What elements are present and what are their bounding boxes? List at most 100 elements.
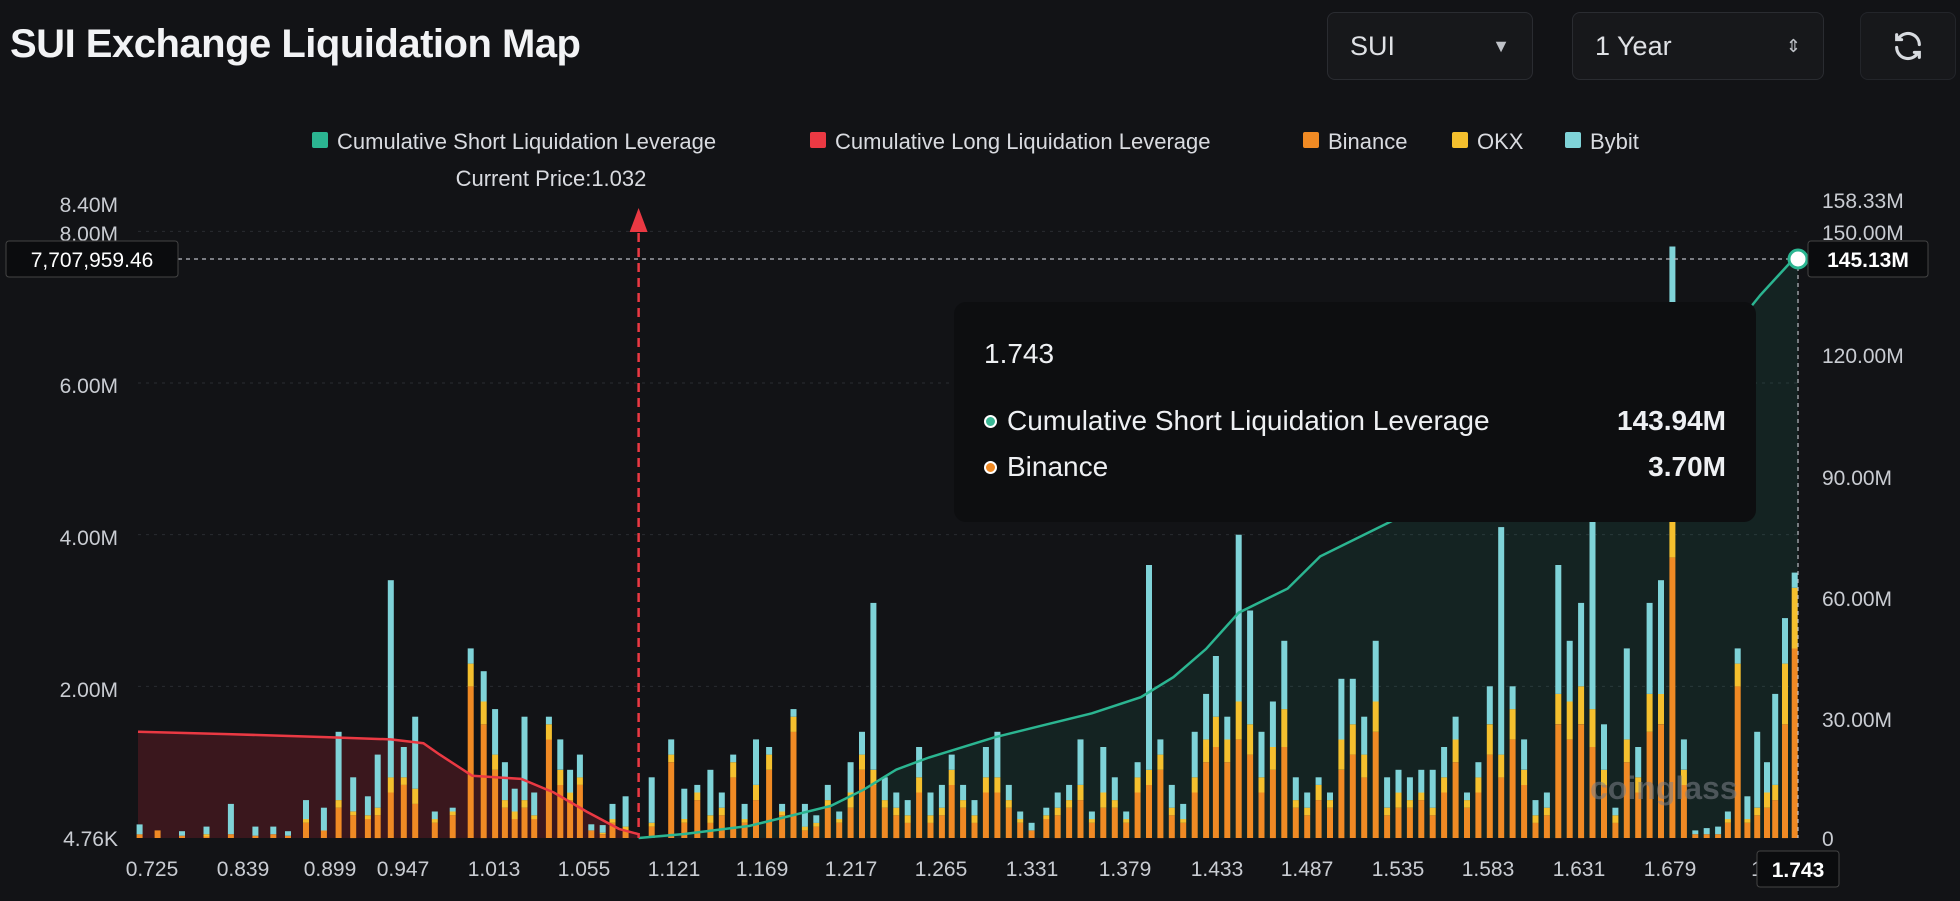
bar-binance: [1111, 807, 1118, 838]
bar-binance: [859, 769, 865, 839]
bar-bybit: [350, 777, 357, 812]
bar-bybit: [1304, 792, 1311, 808]
bar-binance: [790, 731, 797, 838]
bar-bybit: [1157, 739, 1164, 755]
crosshair-x-badge: [1756, 850, 1840, 888]
bar-okx: [303, 819, 309, 823]
range-select[interactable]: 1 Year ⇕: [1572, 12, 1824, 80]
bar-binance: [1680, 784, 1687, 838]
bar-binance: [1146, 784, 1152, 838]
bar-bybit: [1509, 686, 1516, 710]
bar-bybit: [1235, 534, 1242, 702]
x-tick-label: 1.013: [468, 858, 521, 881]
bar-okx: [994, 777, 1001, 793]
bar-bybit: [1543, 792, 1550, 808]
bar-bybit: [1578, 602, 1585, 687]
bar-bybit: [303, 800, 309, 820]
y-left-tick-label: 6.00M: [60, 375, 118, 398]
bar-bybit: [893, 792, 900, 808]
bar-bybit: [1224, 716, 1231, 740]
bar-bybit: [1269, 701, 1276, 747]
bar-okx: [1475, 777, 1482, 793]
bar-bybit: [1754, 731, 1761, 808]
bar-binance: [285, 835, 291, 838]
bar-binance: [916, 792, 923, 838]
coinglass-watermark: coinglass: [1590, 770, 1738, 806]
bar-bybit: [609, 803, 616, 820]
bar-okx: [1764, 792, 1770, 808]
bar-binance: [335, 807, 342, 838]
bar-binance: [1464, 807, 1470, 838]
bar-binance: [1088, 822, 1095, 838]
tooltip-row-name: Binance: [1007, 451, 1109, 482]
bar-binance: [431, 822, 438, 838]
bar-binance: [938, 815, 945, 839]
bar-okx: [1077, 784, 1084, 801]
bar-okx: [521, 800, 528, 808]
bar-okx: [916, 777, 923, 793]
bar-bybit: [412, 716, 419, 789]
bar-bybit: [1418, 769, 1425, 793]
bar-okx: [801, 826, 808, 831]
bar-okx: [927, 815, 934, 823]
bar-binance: [1521, 784, 1528, 838]
y-right-tick-label: 30.00M: [1822, 709, 1892, 732]
bar-bybit: [1406, 777, 1413, 801]
legend-swatch: [810, 132, 826, 148]
bar-bybit: [1395, 769, 1402, 793]
bar-binance: [1304, 815, 1311, 839]
bar-binance: [387, 792, 394, 838]
bar-bybit: [927, 792, 934, 816]
bar-binance: [766, 769, 773, 839]
x-tick-label: 1.583: [1462, 858, 1515, 881]
bar-okx: [557, 769, 564, 785]
bar-bybit: [480, 671, 487, 702]
bar-okx: [694, 792, 701, 801]
bar-binance: [648, 826, 655, 838]
bar-okx: [960, 800, 967, 808]
bar-binance: [1372, 731, 1379, 838]
bar-okx: [847, 792, 854, 808]
bar-bybit: [994, 731, 1001, 778]
chart-legend: Cumulative Short Liquidation Leverage Cum…: [312, 129, 1639, 154]
bar-okx: [1658, 693, 1664, 725]
bar-bybit: [718, 792, 725, 808]
coin-select[interactable]: SUI ▼: [1327, 12, 1533, 80]
bar-binance: [521, 807, 528, 838]
bar-bybit: [1452, 716, 1459, 740]
bar-binance: [1658, 724, 1664, 839]
bar-okx: [1623, 739, 1630, 763]
bar-bybit: [681, 788, 688, 819]
bar-bybit: [531, 792, 538, 816]
refresh-button[interactable]: [1860, 12, 1956, 80]
bar-binance: [1100, 807, 1107, 838]
bar-bybit: [1532, 800, 1539, 816]
bar-bybit: [836, 811, 843, 820]
bar-binance: [668, 762, 675, 838]
bar-okx: [203, 834, 210, 837]
page-title: SUI Exchange Liquidation Map: [10, 22, 581, 66]
bar-okx: [893, 807, 900, 816]
bar-okx: [1464, 800, 1470, 808]
x-tick-label: 1.055: [558, 858, 611, 881]
bar-okx: [1123, 819, 1130, 823]
legend-label: Cumulative Long Liquidation Leverage: [835, 129, 1210, 154]
bar-binance: [1212, 747, 1219, 838]
bar-binance: [1005, 807, 1012, 838]
bar-bybit: [904, 800, 911, 816]
bar-bybit: [567, 769, 574, 793]
bar-okx: [1782, 663, 1788, 725]
bar-binance: [1054, 815, 1061, 839]
bar-binance: [1601, 784, 1607, 838]
bar-binance: [1543, 815, 1550, 839]
bar-binance: [1258, 792, 1265, 838]
bar-okx: [609, 819, 616, 823]
bar-okx: [1017, 819, 1024, 823]
tooltip-dot-icon: [984, 460, 997, 474]
bar-okx: [1734, 663, 1741, 687]
bar-binance: [1157, 769, 1164, 839]
bar-binance: [1429, 815, 1436, 839]
bar-okx: [681, 819, 688, 823]
bar-bybit: [694, 784, 701, 793]
bar-bybit: [1292, 777, 1299, 801]
